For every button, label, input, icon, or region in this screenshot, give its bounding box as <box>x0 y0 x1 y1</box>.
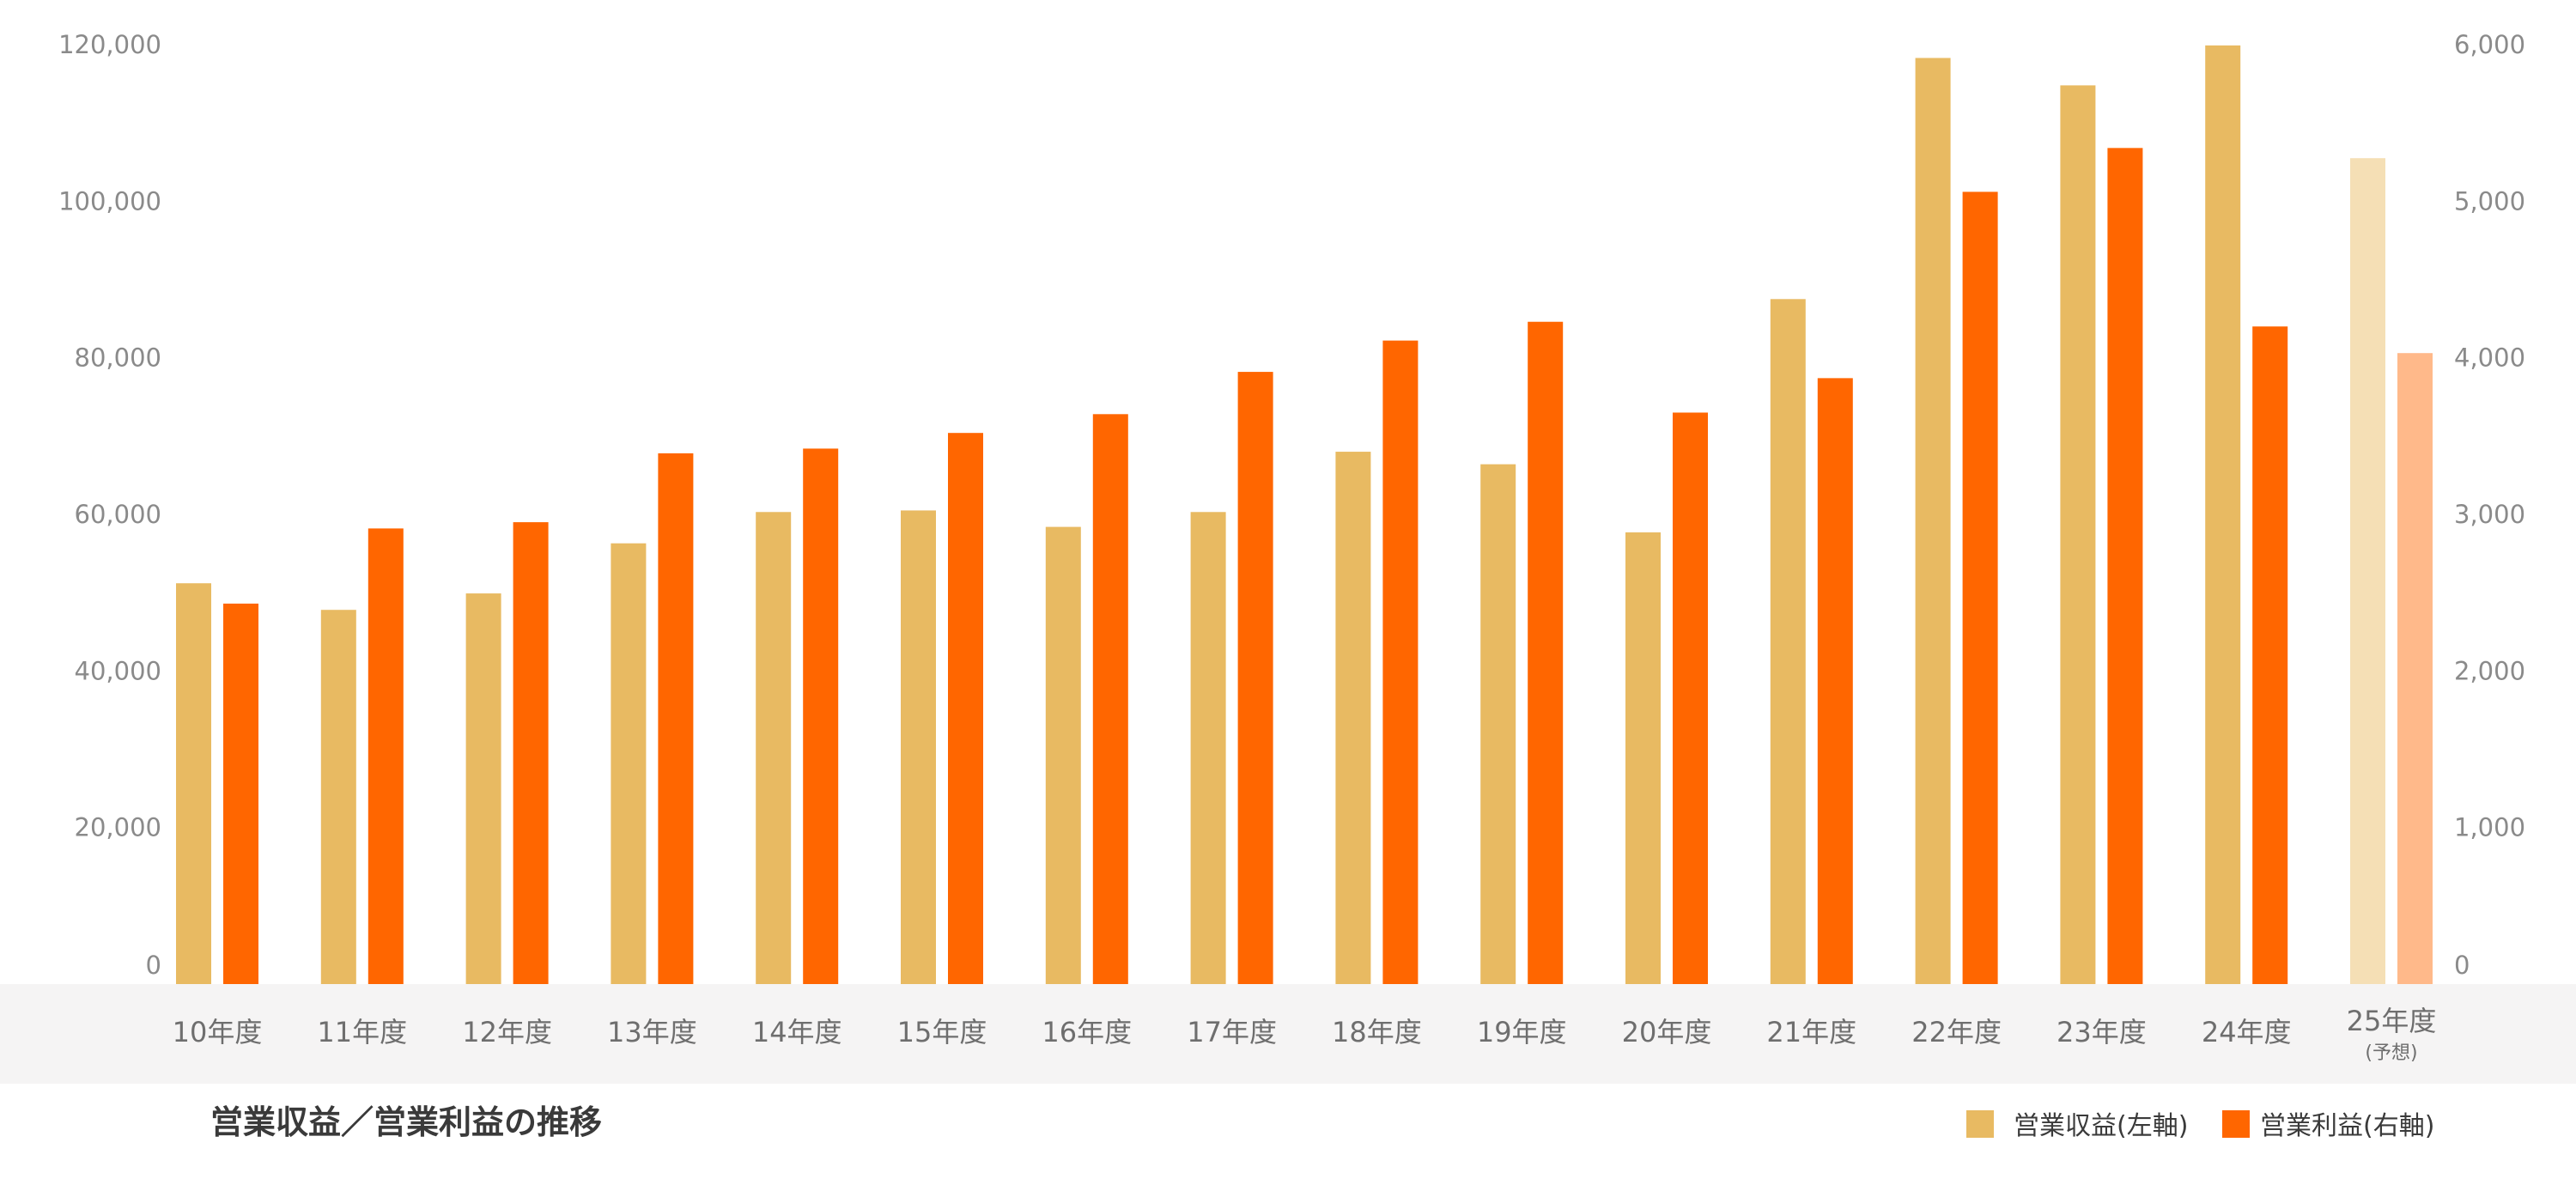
left-tick-label: 20,000 <box>75 813 161 842</box>
category-label: 24年度 <box>2202 1016 2292 1048</box>
bar-profit[interactable] <box>1092 414 1128 985</box>
category-subtext: (予想) <box>2365 1042 2417 1064</box>
bar-profit[interactable] <box>1528 321 1564 985</box>
bar-revenue[interactable] <box>1335 452 1371 984</box>
category-label: 18年度 <box>1332 1016 1422 1048</box>
legend: 営業収益(左軸) 営業利益(右軸) <box>1966 1110 2434 1141</box>
right-tick-label: 0 <box>2454 951 2470 980</box>
legend-swatch-revenue <box>1966 1110 1994 1138</box>
bar-profit[interactable] <box>1817 378 1853 984</box>
bar-profit[interactable] <box>1237 372 1273 984</box>
category-band <box>0 984 2576 1084</box>
right-tick-label: 5,000 <box>2454 186 2525 216</box>
bar-profit[interactable] <box>513 522 549 984</box>
x-axis: 10年度 11年度 12年度 13年度 14年度 15年度 16年度 17年度 18年度 19年度… <box>173 1005 2437 1064</box>
category-label: 19年度 <box>1477 1016 1567 1048</box>
category-label: 10年度 <box>173 1016 263 1048</box>
category-label: 12年度 <box>462 1016 552 1048</box>
bar-revenue[interactable] <box>465 593 501 984</box>
legend-label-revenue[interactable]: 営業収益(左軸) <box>2014 1111 2188 1141</box>
legend-label-profit[interactable]: 営業利益(右軸) <box>2260 1111 2434 1141</box>
bar-profit[interactable] <box>2107 148 2143 985</box>
right-axis: 0 1,000 2,000 3,000 4,000 5,000 6,000 <box>2454 30 2525 980</box>
bar-revenue[interactable] <box>1625 532 1661 984</box>
right-tick-label: 4,000 <box>2454 343 2525 373</box>
bar-revenue[interactable] <box>320 610 356 984</box>
bar-profit[interactable] <box>223 603 258 984</box>
left-axis: 0 20,000 40,000 60,000 80,000 100,000 120,000 <box>58 30 161 980</box>
left-tick-label: 0 <box>146 951 161 980</box>
bar-profit[interactable] <box>803 448 839 984</box>
category-label: 13年度 <box>607 1016 697 1048</box>
bar-profit[interactable] <box>2397 353 2433 984</box>
bar-profit[interactable] <box>1673 412 1708 984</box>
bar-revenue[interactable] <box>901 510 936 984</box>
right-tick-label: 1,000 <box>2454 813 2525 842</box>
left-tick-label: 120,000 <box>58 30 161 59</box>
left-tick-label: 80,000 <box>75 343 161 373</box>
bar-profit[interactable] <box>2252 326 2288 984</box>
bar-revenue[interactable] <box>756 512 792 984</box>
bar-revenue[interactable] <box>1480 464 1516 984</box>
left-tick-label: 100,000 <box>58 186 161 216</box>
bar-revenue[interactable] <box>1915 58 1951 985</box>
left-tick-label: 40,000 <box>75 656 161 685</box>
category-label: 16年度 <box>1042 1016 1132 1048</box>
category-label: 25年度 <box>2347 1005 2437 1037</box>
category-label: 22年度 <box>1911 1016 2002 1048</box>
bars <box>176 45 2433 985</box>
right-tick-label: 2,000 <box>2454 656 2525 685</box>
bar-profit[interactable] <box>1382 340 1419 984</box>
bar-revenue[interactable] <box>2350 158 2385 985</box>
left-tick-label: 60,000 <box>75 500 161 529</box>
category-label: 14年度 <box>752 1016 842 1048</box>
chart-title: 営業収益／営業利益の推移 <box>210 1103 602 1141</box>
right-tick-label: 6,000 <box>2454 30 2525 59</box>
bar-revenue[interactable] <box>1045 526 1081 984</box>
bar-revenue[interactable] <box>176 583 211 984</box>
category-label: 15年度 <box>897 1016 987 1048</box>
bar-revenue[interactable] <box>1770 299 1806 985</box>
bar-profit[interactable] <box>1962 191 1998 985</box>
category-label: 11年度 <box>317 1016 407 1048</box>
bar-revenue[interactable] <box>611 543 647 984</box>
bar-profit[interactable] <box>658 453 694 984</box>
bar-revenue[interactable] <box>1190 512 1226 984</box>
bar-profit[interactable] <box>368 528 404 984</box>
right-tick-label: 3,000 <box>2454 500 2525 529</box>
category-label: 23年度 <box>2057 1016 2147 1048</box>
bar-profit[interactable] <box>948 433 983 985</box>
bar-revenue[interactable] <box>2060 85 2096 985</box>
category-label: 17年度 <box>1187 1016 1277 1048</box>
legend-swatch-profit <box>2222 1110 2250 1138</box>
category-label: 20年度 <box>1622 1016 1712 1048</box>
bar-revenue[interactable] <box>2205 45 2241 985</box>
category-label: 21年度 <box>1766 1016 1856 1048</box>
